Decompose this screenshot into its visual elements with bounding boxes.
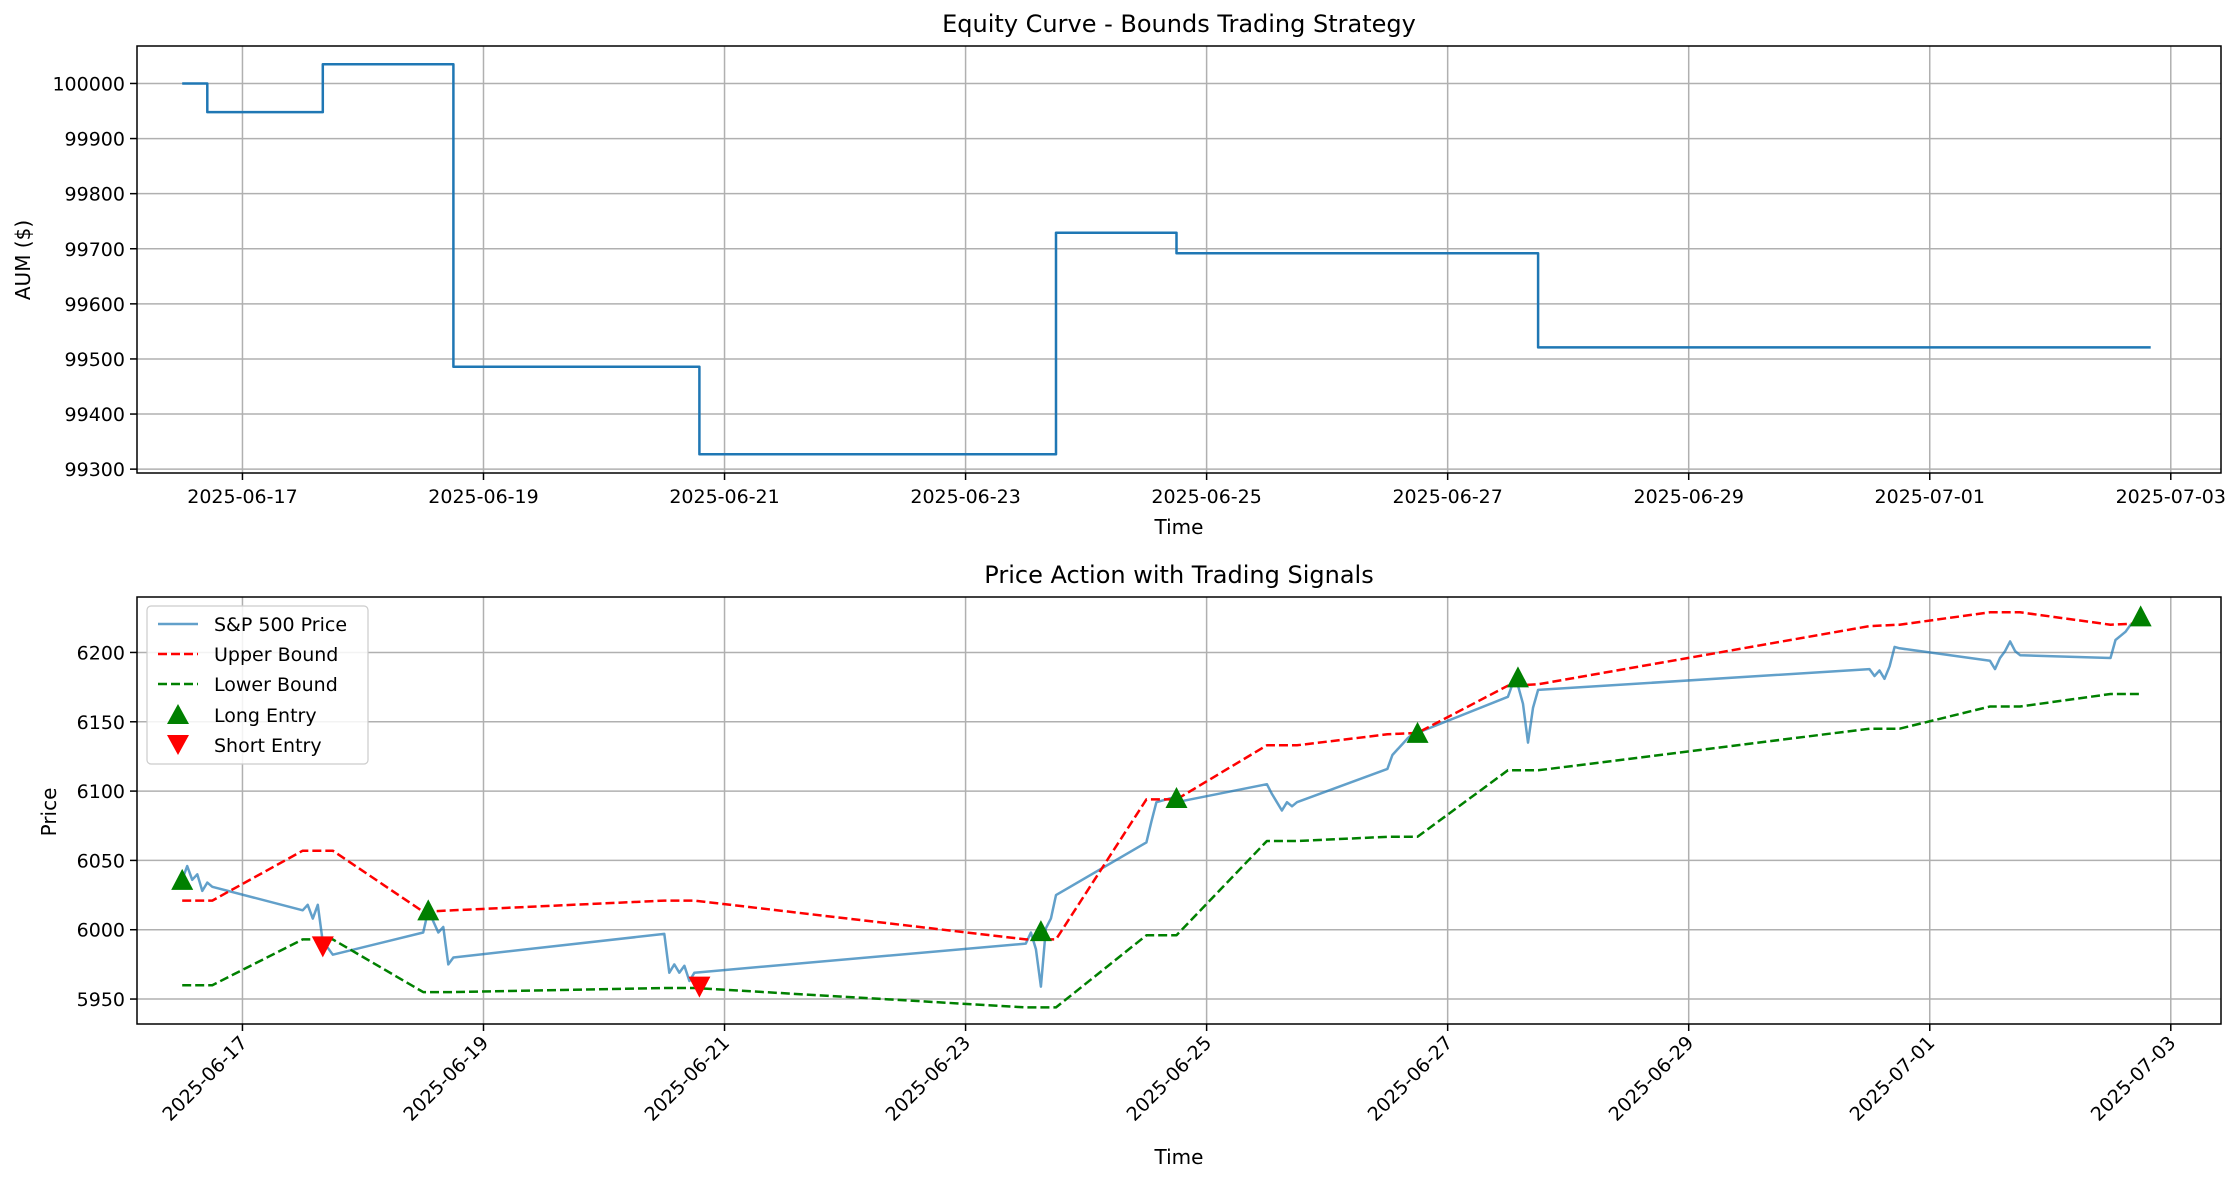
long-entry-marker <box>2129 605 2152 627</box>
equity-grid <box>137 46 2221 473</box>
x-tick-label: 2025-06-25 <box>1123 1032 1217 1126</box>
x-tick-label: 2025-07-01 <box>1875 486 1985 508</box>
x-tick-label: 2025-06-27 <box>1392 486 1502 508</box>
legend-short-swatch <box>167 735 189 755</box>
equity-x-ticks: 2025-06-17 2025-06-19 2025-06-21 2025-06-23… <box>187 473 2226 508</box>
price-x-ticks: 2025-06-17 2025-06-19 2025-06-21 2025-06-23… <box>158 1024 2180 1126</box>
y-tick-label: 6150 <box>77 712 125 734</box>
long-entry-marker <box>417 899 440 921</box>
x-tick-label: 2025-06-29 <box>1633 486 1743 508</box>
x-tick-label: 2025-06-17 <box>187 486 297 508</box>
x-tick-label: 2025-06-19 <box>428 486 538 508</box>
legend: S&P 500 Price Upper Bound Lower Bound Lo… <box>146 605 369 765</box>
y-tick-label: 99500 <box>65 349 125 371</box>
x-tick-label: 2025-06-21 <box>640 1032 734 1126</box>
y-tick-label: 99700 <box>65 239 125 261</box>
y-tick-label: 99800 <box>65 184 125 206</box>
equity-y-axis-label: AUM ($) <box>11 220 35 300</box>
price-series <box>171 605 2152 1009</box>
x-tick-label: 2025-06-23 <box>881 1032 975 1126</box>
legend-price-label: S&P 500 Price <box>214 614 347 636</box>
price-y-ticks: 5950 6000 6050 6100 6150 6200 <box>77 642 137 1011</box>
long-entry-marker <box>1506 666 1529 688</box>
y-tick-label: 6100 <box>77 781 125 803</box>
legend-lower-label: Lower Bound <box>214 674 338 696</box>
x-tick-label: 2025-06-29 <box>1605 1032 1699 1126</box>
short-entry-marker <box>311 936 334 958</box>
legend-box <box>146 605 369 765</box>
price-y-axis-label: Price <box>37 788 61 837</box>
price-grid <box>137 597 2221 1024</box>
y-tick-label: 6000 <box>77 920 125 942</box>
long-entry-marker <box>171 868 194 890</box>
y-tick-label: 6050 <box>77 850 125 872</box>
y-tick-label: 99300 <box>65 459 125 481</box>
legend-short-label: Short Entry <box>214 735 322 757</box>
upper-bound-line <box>182 611 2141 941</box>
equity-line <box>182 62 2151 456</box>
equity-chart: Equity Curve - Bounds Trading Strategy 9… <box>11 10 2226 539</box>
y-tick-label: 6200 <box>77 642 125 664</box>
equity-chart-title: Equity Curve - Bounds Trading Strategy <box>942 10 1416 38</box>
x-tick-label: 2025-07-03 <box>2116 486 2226 508</box>
equity-plot-area <box>137 46 2221 473</box>
price-line <box>181 616 2142 988</box>
x-tick-label: 2025-06-17 <box>158 1032 252 1126</box>
y-tick-label: 99900 <box>65 129 125 151</box>
price-plot-area <box>137 597 2221 1024</box>
y-tick-label: 99600 <box>65 294 125 316</box>
x-tick-label: 2025-06-21 <box>669 486 779 508</box>
x-tick-label: 2025-06-23 <box>910 486 1020 508</box>
price-chart-title: Price Action with Trading Signals <box>984 561 1373 589</box>
equity-series <box>182 62 2151 456</box>
long-entry-marker <box>1029 920 1052 942</box>
lower-bound-line <box>182 692 2141 1009</box>
short-entry-marker <box>688 976 711 998</box>
y-tick-label: 99400 <box>65 404 125 426</box>
equity-axes-frame <box>136 45 2222 474</box>
x-tick-label: 2025-07-01 <box>1846 1032 1940 1126</box>
legend-long-swatch <box>167 704 189 724</box>
y-tick-label: 100000 <box>52 73 125 95</box>
equity-y-ticks: 99300 99400 99500 99600 99700 99800 99900 10000… <box>52 73 137 481</box>
x-tick-label: 2025-06-25 <box>1151 486 1261 508</box>
price-x-axis-label: Time <box>1154 1145 1204 1169</box>
long-entry-marker <box>1406 721 1429 743</box>
x-tick-label: 2025-06-27 <box>1364 1032 1458 1126</box>
equity-x-axis-label: Time <box>1154 515 1204 539</box>
legend-upper-label: Upper Bound <box>214 644 338 666</box>
x-tick-label: 2025-06-19 <box>399 1032 493 1126</box>
price-axes-frame <box>136 596 2222 1025</box>
y-tick-label: 5950 <box>77 989 125 1011</box>
price-chart: Price Action with Trading Signals 5950 60… <box>37 561 2222 1169</box>
long-entry-marker <box>1165 787 1188 809</box>
legend-long-label: Long Entry <box>214 705 317 727</box>
x-tick-label: 2025-07-03 <box>2087 1032 2181 1126</box>
